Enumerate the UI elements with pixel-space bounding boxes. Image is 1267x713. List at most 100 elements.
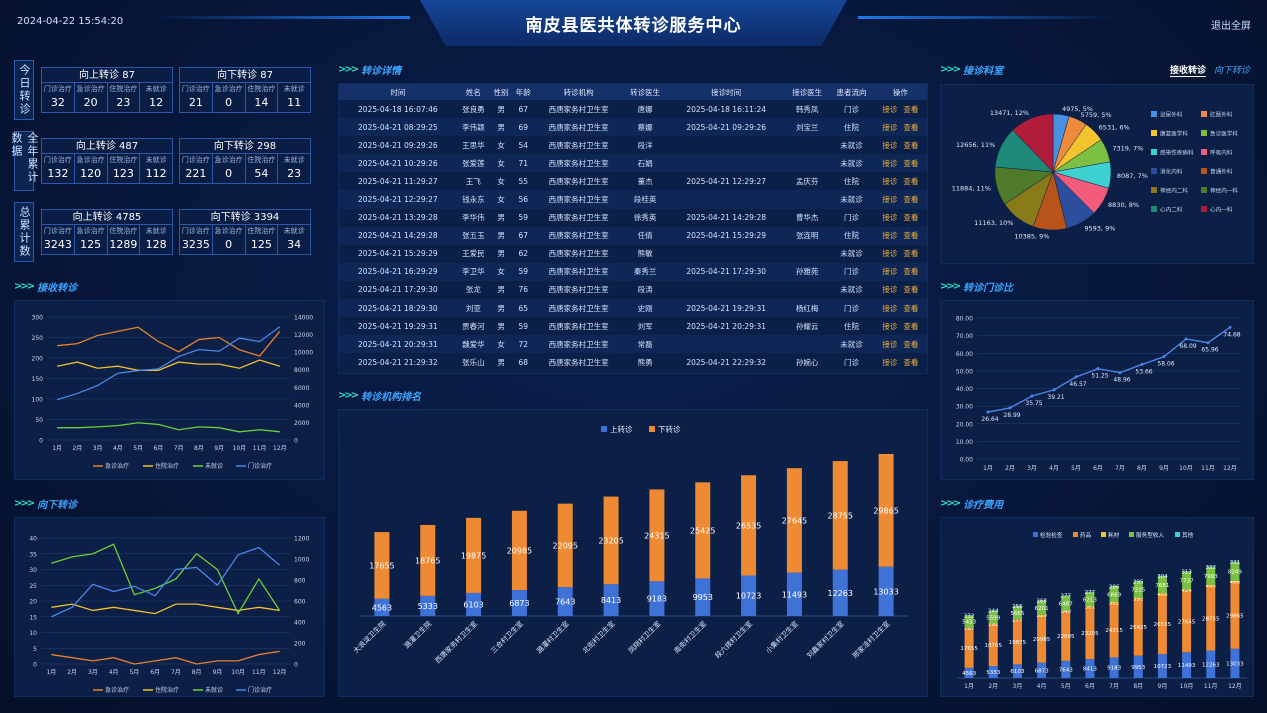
accept-link[interactable]: 接诊 xyxy=(882,321,898,331)
view-link[interactable]: 查看 xyxy=(903,321,919,331)
accept-link[interactable]: 接诊 xyxy=(882,285,898,295)
accept-link[interactable]: 接诊 xyxy=(882,231,898,241)
y-tick-left: 30 xyxy=(29,567,37,574)
table-cell: 门诊 xyxy=(829,353,874,372)
view-link[interactable]: 查看 xyxy=(903,195,919,205)
accept-link[interactable]: 接诊 xyxy=(882,213,898,223)
section-title-rate: >>> 转诊门诊比 xyxy=(940,281,1014,294)
y-tick-left: 300 xyxy=(32,315,44,322)
tab-receive[interactable]: 接收转诊 xyxy=(1170,63,1207,77)
y-tick-right: 1000 xyxy=(294,557,309,564)
table-cell: 王爱民 xyxy=(456,244,490,263)
legend-swatch xyxy=(1073,532,1078,537)
x-tick: 11月 xyxy=(1201,465,1215,472)
stat-key: 未就诊 xyxy=(283,156,305,164)
x-tick: 2月 xyxy=(67,669,77,676)
legend-swatch xyxy=(1151,187,1157,193)
y-tick-left: 20 xyxy=(29,599,37,606)
series-line xyxy=(56,326,281,401)
view-link[interactable]: 查看 xyxy=(903,122,919,132)
table-cell: 65 xyxy=(512,299,535,318)
bar-label: 277 xyxy=(1061,594,1072,600)
x-tick: 10月 xyxy=(1179,465,1193,472)
y-tick-right: 800 xyxy=(294,578,306,585)
accept-link[interactable]: 接诊 xyxy=(882,249,898,259)
stat-row: 门诊治疗 132 急诊治疗 120 住院治疗 123 未就诊 112 xyxy=(42,154,172,183)
stat-cell: 门诊治疗 221 xyxy=(180,154,213,183)
bar-label: 26535 xyxy=(1154,622,1172,628)
data-point xyxy=(1206,341,1210,345)
y-tick: 0.00 xyxy=(960,457,974,464)
view-link[interactable]: 查看 xyxy=(903,158,919,168)
bar-segment xyxy=(1085,592,1095,607)
table-op-cell: 接诊 查看 xyxy=(873,299,927,318)
table-row: 2025-04-21 12:29:27 钱永东女 56 西唐家务村卫生室 段桂英 未就诊接… xyxy=(339,190,927,209)
table-cell xyxy=(785,190,830,209)
legend-label: 消化内科 xyxy=(1160,168,1183,176)
bar-label: 17655 xyxy=(960,646,978,652)
table-header-cell: 年龄 xyxy=(512,84,535,100)
view-link[interactable]: 查看 xyxy=(903,357,919,367)
series-line xyxy=(987,326,1231,413)
accept-link[interactable]: 接诊 xyxy=(882,195,898,205)
accept-link[interactable]: 接诊 xyxy=(882,158,898,168)
page-title: 南皮县医共体转诊服务中心 xyxy=(420,0,847,46)
bar-label: 7225 xyxy=(1131,588,1145,594)
accept-link[interactable]: 接诊 xyxy=(882,303,898,313)
data-point xyxy=(1140,362,1144,366)
accept-link[interactable]: 接诊 xyxy=(882,339,898,349)
bar-label: 403 xyxy=(1157,592,1168,598)
y-tick-right: 1200 xyxy=(294,536,309,543)
x-tick: 1月 xyxy=(964,683,974,690)
legend-label: 下转诊 xyxy=(658,424,681,434)
accept-link[interactable]: 接诊 xyxy=(882,267,898,277)
bar-label: 27645 xyxy=(1178,619,1196,625)
view-link[interactable]: 查看 xyxy=(903,213,919,223)
view-link[interactable]: 查看 xyxy=(903,339,919,349)
view-link[interactable]: 查看 xyxy=(903,285,919,295)
dept-chart-panel: 4975, 5% 5759, 5% 6531, 6% 7319, 7% 8087, 7%… xyxy=(940,84,1254,264)
table-cell: 2025-04-21 15:29:29 xyxy=(339,244,457,263)
bar-segment-up xyxy=(786,572,802,616)
x-tick: 北街村卫生室 xyxy=(580,619,616,655)
table-cell: 2025-04-21 19:29:31 xyxy=(339,317,457,336)
bar-segment xyxy=(964,667,974,678)
bar-segment xyxy=(964,628,974,668)
y-tick-right: 10000 xyxy=(294,350,313,357)
y-tick: 10.00 xyxy=(956,439,973,446)
accept-link[interactable]: 接诊 xyxy=(882,104,898,114)
y-tick: 80.00 xyxy=(956,316,973,323)
accept-link[interactable]: 接诊 xyxy=(882,176,898,186)
table-cell: 张爱莲 xyxy=(456,154,490,173)
series-line xyxy=(57,422,280,433)
accept-link[interactable]: 接诊 xyxy=(882,357,898,367)
view-link[interactable]: 查看 xyxy=(903,176,919,186)
view-link[interactable]: 查看 xyxy=(903,303,919,313)
stat-key: 未就诊 xyxy=(283,227,305,235)
stat-cell: 急诊治疗 0 xyxy=(213,154,246,183)
bar-label: 392 xyxy=(1133,596,1144,602)
view-link[interactable]: 查看 xyxy=(903,249,919,259)
accept-link[interactable]: 接诊 xyxy=(882,140,898,150)
view-link[interactable]: 查看 xyxy=(903,104,919,114)
table-cell: 张龙 xyxy=(456,280,490,300)
view-link[interactable]: 查看 xyxy=(903,267,919,277)
table-row: 2025-04-21 21:29:32 张乐山男 68 西唐家务村卫生室 熊勇 2025-… xyxy=(339,353,927,372)
bar-segment xyxy=(1085,591,1095,593)
stat-value: 32 xyxy=(50,96,65,109)
stat-value: 14 xyxy=(254,96,269,109)
legend-swatch xyxy=(649,426,655,432)
exit-fullscreen-button[interactable]: 退出全屏 xyxy=(1211,21,1251,32)
table-cell: 2025-04-21 14:29:28 xyxy=(339,226,457,245)
view-link[interactable]: 查看 xyxy=(903,231,919,241)
x-tick: 4月 xyxy=(109,669,119,676)
x-tick: 8月 xyxy=(192,669,202,676)
bar-label: 11493 xyxy=(1178,663,1196,669)
table-cell: 刘军 xyxy=(622,317,668,336)
stat-key: 住院治疗 xyxy=(109,85,138,93)
tab-down[interactable]: 向下转诊 xyxy=(1214,66,1251,76)
accept-link[interactable]: 接诊 xyxy=(882,122,898,132)
view-link[interactable]: 查看 xyxy=(903,140,919,150)
bar-label-up: 6103 xyxy=(463,600,483,609)
bar-label: 256 xyxy=(1012,604,1023,610)
